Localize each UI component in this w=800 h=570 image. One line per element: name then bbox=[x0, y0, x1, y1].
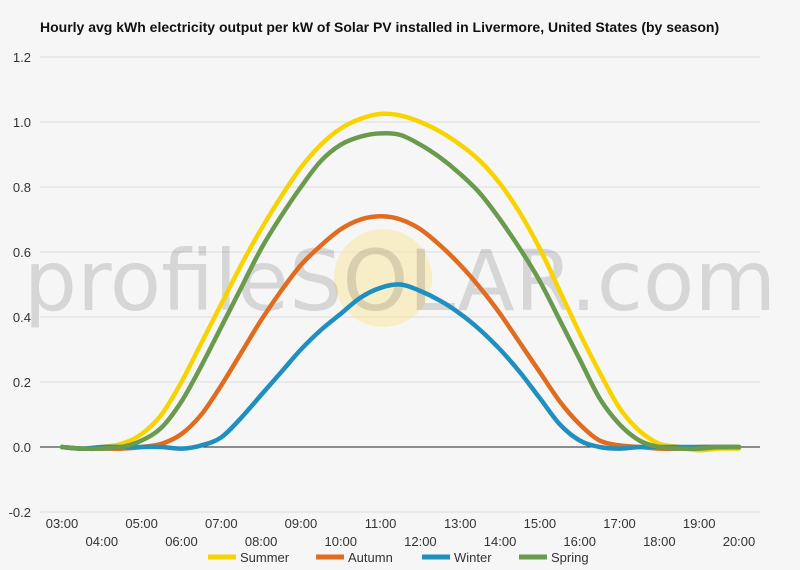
y-tick-label: 0.8 bbox=[13, 180, 31, 195]
legend: Summer Autumn Winter Spring bbox=[208, 550, 589, 565]
y-tick-label: -0.2 bbox=[9, 505, 31, 520]
y-tick-label: 1.0 bbox=[13, 115, 31, 130]
series-line-spring bbox=[59, 131, 742, 452]
x-tick-label: 14:00 bbox=[484, 534, 517, 549]
legend-label-winter: Winter bbox=[454, 550, 492, 565]
legend-label-summer: Summer bbox=[240, 550, 290, 565]
x-tick-label: 17:00 bbox=[603, 516, 636, 531]
y-axis-ticks: -0.2 0.0 0.2 0.4 0.6 0.8 1.0 1.2 bbox=[9, 50, 31, 520]
x-tick-label: 03:00 bbox=[46, 516, 79, 531]
x-tick-label: 13:00 bbox=[444, 516, 477, 531]
y-tick-label: 1.2 bbox=[13, 50, 31, 65]
x-tick-label: 08:00 bbox=[245, 534, 278, 549]
x-axis-ticks: 03:00 04:00 05:00 06:00 07:00 08:00 09:00 10:00… bbox=[46, 516, 756, 549]
x-tick-label: 16:00 bbox=[563, 534, 596, 549]
y-tick-label: 0.4 bbox=[13, 310, 31, 325]
x-tick-label: 19:00 bbox=[683, 516, 716, 531]
chart-title: Hourly avg kWh electricity output per kW… bbox=[40, 19, 720, 35]
x-tick-label: 15:00 bbox=[524, 516, 557, 531]
watermark-text: profileSOLAR.com bbox=[24, 232, 776, 330]
x-tick-label: 06:00 bbox=[165, 534, 198, 549]
series-line-winter bbox=[59, 282, 742, 451]
legend-label-spring: Spring bbox=[551, 550, 589, 565]
x-tick-label: 18:00 bbox=[643, 534, 676, 549]
x-tick-label: 12:00 bbox=[404, 534, 437, 549]
x-tick-label: 04:00 bbox=[86, 534, 119, 549]
watermark: profileSOLAR.com bbox=[24, 229, 776, 330]
x-tick-label: 07:00 bbox=[205, 516, 238, 531]
x-tick-label: 11:00 bbox=[365, 516, 397, 531]
y-tick-label: 0.0 bbox=[13, 440, 31, 455]
x-tick-label: 20:00 bbox=[723, 534, 756, 549]
series-lines bbox=[59, 111, 742, 453]
x-tick-label: 05:00 bbox=[125, 516, 158, 531]
legend-label-autumn: Autumn bbox=[348, 550, 393, 565]
y-tick-label: 0.6 bbox=[13, 245, 31, 260]
x-tick-label: 10:00 bbox=[324, 534, 357, 549]
series-line-summer bbox=[59, 111, 742, 453]
x-tick-label: 09:00 bbox=[285, 516, 318, 531]
y-tick-label: 0.2 bbox=[13, 375, 31, 390]
watermark-sun-icon bbox=[334, 229, 432, 327]
